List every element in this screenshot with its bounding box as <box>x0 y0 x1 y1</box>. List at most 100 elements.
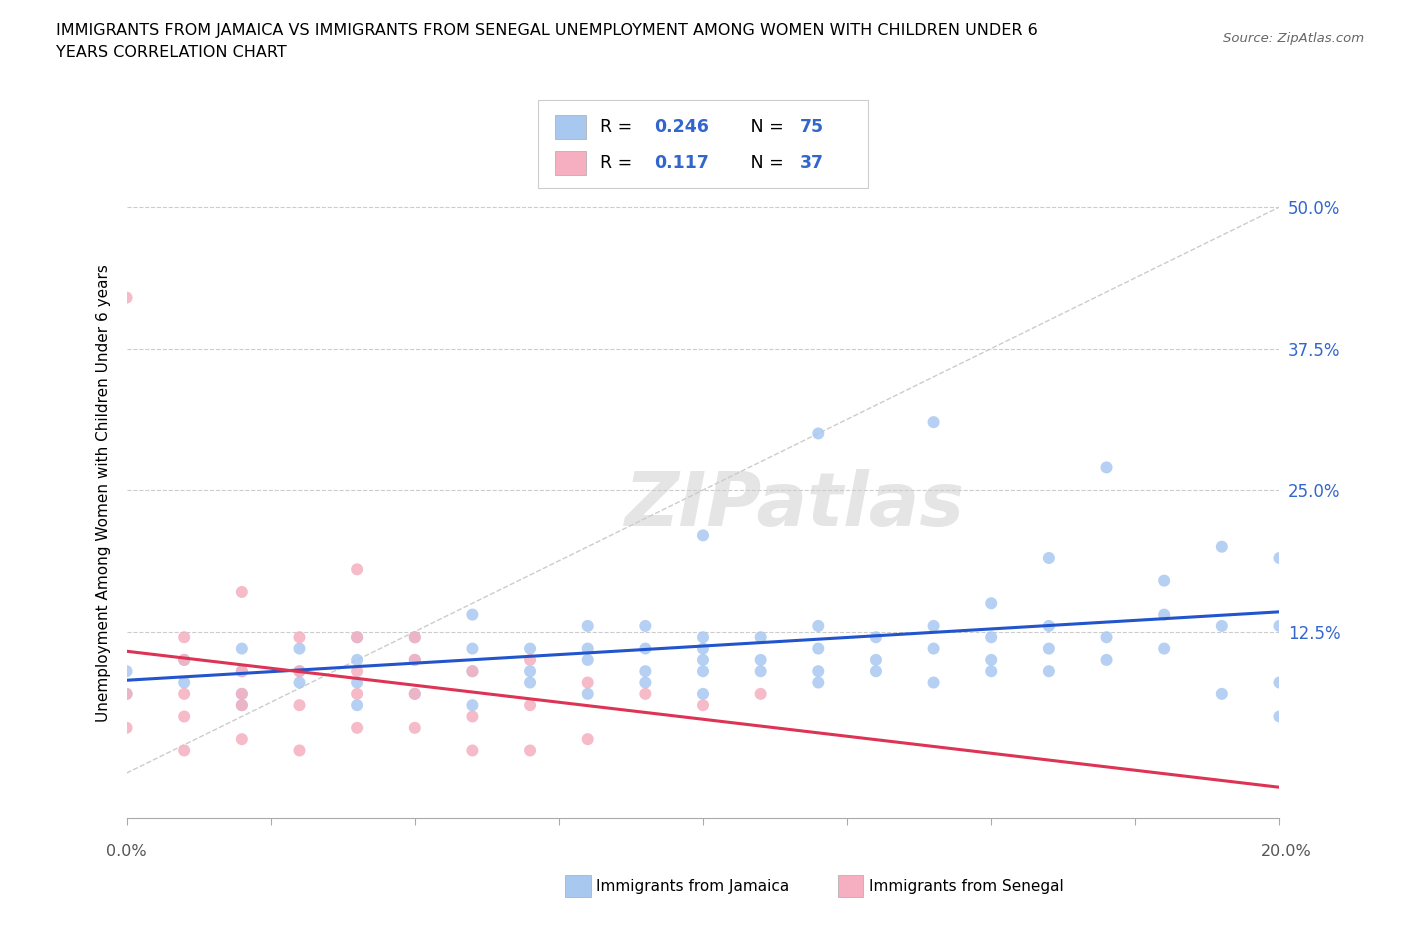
Point <box>1211 618 1233 633</box>
Point <box>404 686 426 701</box>
Point <box>1211 686 1233 701</box>
Point <box>1268 709 1291 724</box>
Point <box>980 653 1002 668</box>
Point <box>519 664 541 679</box>
Point <box>576 641 599 656</box>
Point <box>576 675 599 690</box>
Point <box>231 686 253 701</box>
Point <box>461 743 484 758</box>
Point <box>346 630 368 644</box>
Point <box>807 641 830 656</box>
Point <box>346 721 368 736</box>
Point <box>980 630 1002 644</box>
Point <box>173 653 195 668</box>
Point <box>288 743 311 758</box>
Text: 20.0%: 20.0% <box>1261 844 1312 858</box>
Point <box>461 664 484 679</box>
Point <box>288 641 311 656</box>
Point <box>288 698 311 712</box>
Text: ZIPatlas: ZIPatlas <box>626 470 966 542</box>
Point <box>173 709 195 724</box>
Point <box>404 653 426 668</box>
Point <box>519 641 541 656</box>
Point <box>461 709 484 724</box>
Point <box>1153 573 1175 588</box>
Point <box>461 698 484 712</box>
Point <box>922 675 945 690</box>
Point <box>865 664 887 679</box>
Text: Immigrants from Senegal: Immigrants from Senegal <box>869 879 1064 894</box>
Point <box>231 641 253 656</box>
Point <box>231 686 253 701</box>
Text: R =: R = <box>600 153 644 172</box>
Point <box>173 675 195 690</box>
Point <box>404 686 426 701</box>
Point <box>288 664 311 679</box>
Point <box>922 415 945 430</box>
Point <box>749 630 772 644</box>
Point <box>1038 641 1060 656</box>
Point <box>461 607 484 622</box>
Point <box>461 641 484 656</box>
Point <box>346 698 368 712</box>
Text: R =: R = <box>600 118 638 137</box>
Point <box>692 664 714 679</box>
Point <box>346 686 368 701</box>
Point <box>404 721 426 736</box>
Point <box>1038 664 1060 679</box>
Point <box>231 664 253 679</box>
Point <box>749 653 772 668</box>
Point <box>634 664 657 679</box>
Point <box>807 426 830 441</box>
Point <box>1095 653 1118 668</box>
Point <box>173 686 195 701</box>
Point <box>576 653 599 668</box>
Point <box>231 732 253 747</box>
Point <box>115 290 138 305</box>
Y-axis label: Unemployment Among Women with Children Under 6 years: Unemployment Among Women with Children U… <box>96 264 111 722</box>
Point <box>692 630 714 644</box>
Point <box>922 641 945 656</box>
Point <box>576 686 599 701</box>
Text: Source: ZipAtlas.com: Source: ZipAtlas.com <box>1223 32 1364 45</box>
Point <box>922 618 945 633</box>
Text: 75: 75 <box>800 118 824 137</box>
Point <box>173 630 195 644</box>
Point <box>288 630 311 644</box>
Point <box>519 653 541 668</box>
Point <box>634 686 657 701</box>
Point <box>404 653 426 668</box>
Point <box>807 618 830 633</box>
Point <box>749 664 772 679</box>
Point <box>1153 607 1175 622</box>
Point <box>173 653 195 668</box>
Point <box>749 686 772 701</box>
Point <box>115 686 138 701</box>
Text: 0.117: 0.117 <box>654 153 709 172</box>
Point <box>634 675 657 690</box>
Point <box>1095 460 1118 475</box>
Point <box>461 664 484 679</box>
Point <box>692 653 714 668</box>
Point <box>692 641 714 656</box>
Text: N =: N = <box>734 118 789 137</box>
Point <box>288 675 311 690</box>
Point <box>1038 618 1060 633</box>
Point <box>346 562 368 577</box>
Point <box>980 596 1002 611</box>
Point <box>115 686 138 701</box>
Point <box>1153 641 1175 656</box>
Text: 37: 37 <box>800 153 824 172</box>
Point <box>692 528 714 543</box>
Point <box>346 664 368 679</box>
Point <box>346 630 368 644</box>
Point <box>634 641 657 656</box>
Text: 0.246: 0.246 <box>654 118 709 137</box>
Point <box>865 653 887 668</box>
Point <box>865 630 887 644</box>
Point <box>115 721 138 736</box>
Point <box>173 743 195 758</box>
Point <box>980 664 1002 679</box>
Text: N =: N = <box>734 153 789 172</box>
Point <box>231 698 253 712</box>
